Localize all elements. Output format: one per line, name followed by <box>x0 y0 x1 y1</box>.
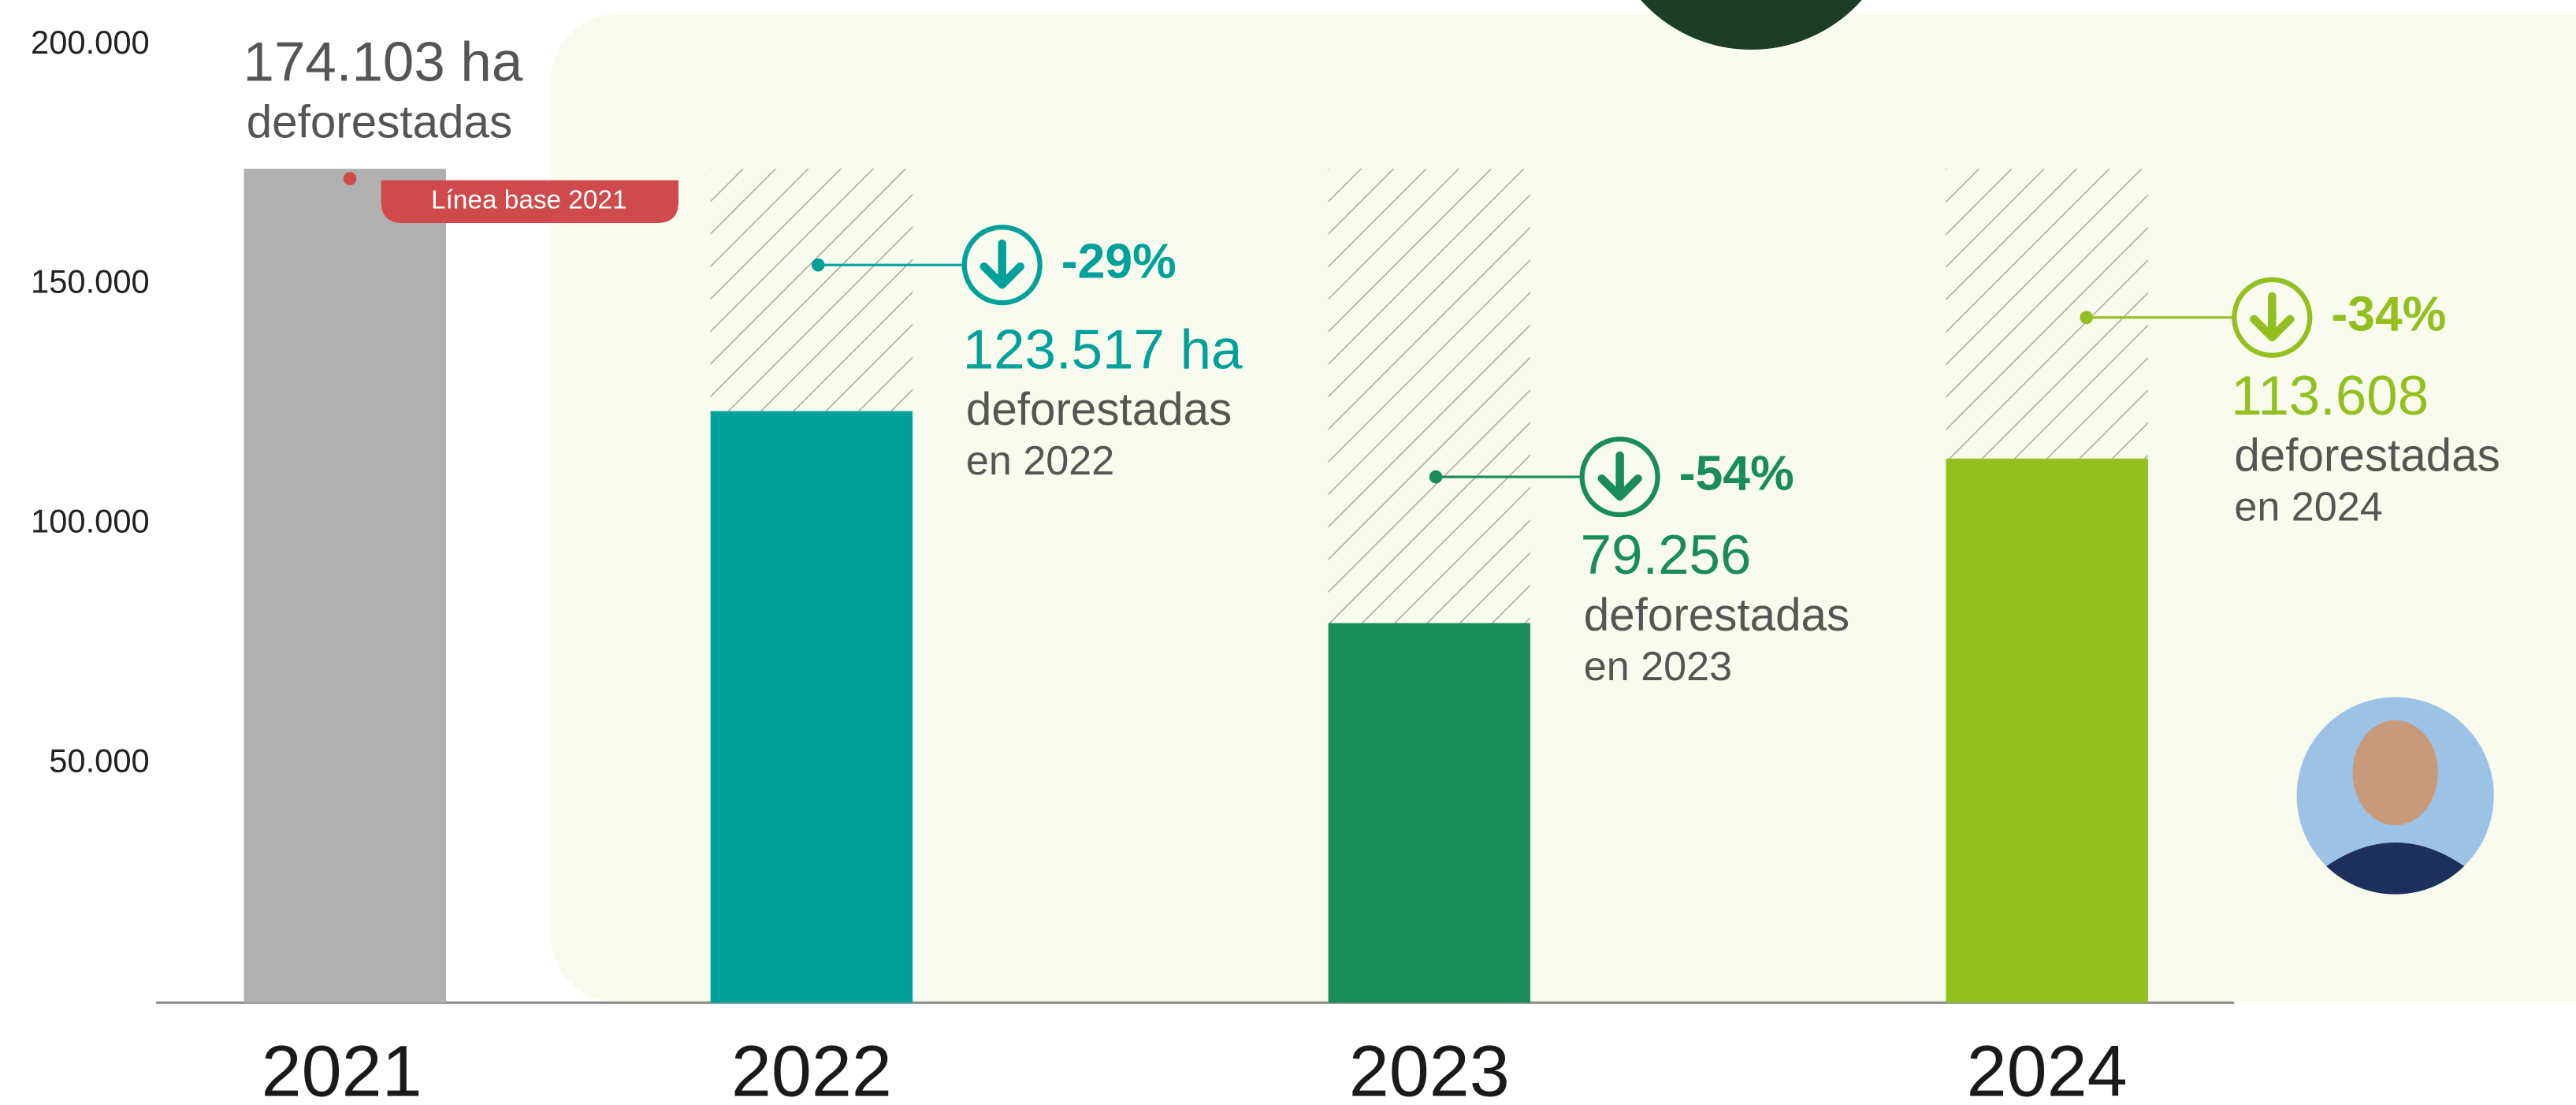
change-label: -29% <box>1061 234 1176 289</box>
baseline-label: Línea base 2021 <box>431 186 626 215</box>
x-tick-label: 2023 <box>1349 1031 1510 1105</box>
value-label: 113.608 <box>2231 365 2429 427</box>
bar <box>243 169 447 1003</box>
value-caption: deforestadas <box>1584 590 1849 641</box>
y-tick-label: 100.000 <box>31 503 150 540</box>
value-label: 79.256 <box>1581 524 1752 586</box>
y-tick-label: 200.000 <box>31 24 150 61</box>
value-caption: deforestadas <box>966 384 1232 435</box>
value-caption: deforestadas <box>247 96 512 147</box>
down-icon <box>961 225 1043 306</box>
down-icon <box>1579 437 1660 518</box>
value-label: 174.103 ha <box>243 32 523 94</box>
down-arrow <box>979 239 1024 289</box>
photo <box>2296 697 2494 895</box>
hatch-reference <box>1946 169 2148 459</box>
hatch-reference <box>710 169 913 411</box>
value-caption: deforestadas <box>2234 430 2500 482</box>
baseline-tag <box>381 180 679 223</box>
x-tick-label: 2022 <box>731 1031 892 1105</box>
connector-dot <box>811 258 825 272</box>
down-arrow <box>2250 292 2295 342</box>
down-icon <box>2232 277 2313 358</box>
value-caption: en 2024 <box>2234 485 2382 530</box>
value-caption: en 2022 <box>966 438 1114 484</box>
x-tick-label: 2021 <box>262 1031 422 1105</box>
change-label: -34% <box>2331 286 2446 341</box>
x-tick-label: 2024 <box>1967 1031 2128 1105</box>
y-tick-label: 50.000 <box>49 742 150 779</box>
bar <box>1946 458 2148 1003</box>
value-label: 123.517 ha <box>963 318 1243 381</box>
hatch-reference <box>1328 169 1531 623</box>
value-caption: en 2023 <box>1584 644 1732 690</box>
decor-circle <box>1641 0 1862 50</box>
down-arrow <box>1597 451 1642 501</box>
baseline-dot <box>343 172 357 186</box>
connector-dot <box>2080 311 2094 325</box>
bar <box>710 411 913 1003</box>
bar <box>1328 623 1531 1003</box>
y-tick-label: 150.000 <box>31 263 150 300</box>
connector-dot <box>1429 470 1443 484</box>
change-label: -54% <box>1679 446 1794 501</box>
